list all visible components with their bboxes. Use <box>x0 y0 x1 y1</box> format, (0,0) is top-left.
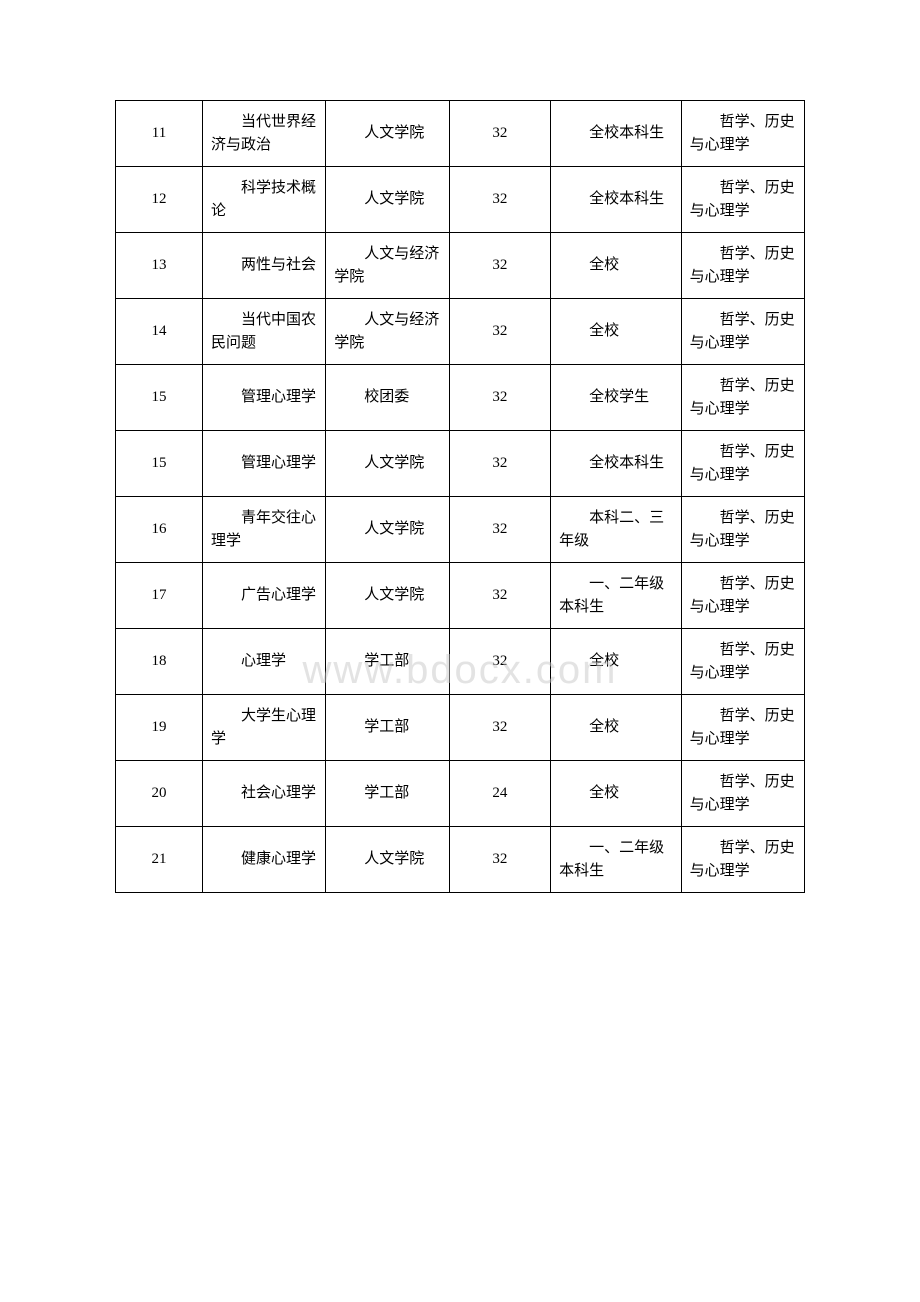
hours-cell: 32 <box>449 629 551 695</box>
target-cell: 全校 <box>551 761 682 827</box>
table-row: 13 两性与社会 人文与经济学院 32 全校 哲学、历史与心理学 <box>116 233 805 299</box>
row-number-cell: 21 <box>116 827 203 893</box>
target-cell: 一、二年级本科生 <box>551 827 682 893</box>
category-cell: 哲学、历史与心理学 <box>681 167 804 233</box>
table-row: 14 当代中国农民问题 人文与经济学院 32 全校 哲学、历史与心理学 <box>116 299 805 365</box>
row-number-cell: 15 <box>116 365 203 431</box>
course-name-cell: 两性与社会 <box>203 233 326 299</box>
course-name-cell: 大学生心理学 <box>203 695 326 761</box>
hours-cell: 32 <box>449 431 551 497</box>
hours-cell: 32 <box>449 827 551 893</box>
course-name-cell: 青年交往心理学 <box>203 497 326 563</box>
category-cell: 哲学、历史与心理学 <box>681 827 804 893</box>
department-cell: 人文学院 <box>326 497 449 563</box>
category-cell: 哲学、历史与心理学 <box>681 695 804 761</box>
department-cell: 学工部 <box>326 629 449 695</box>
course-name-cell: 当代世界经济与政治 <box>203 101 326 167</box>
course-name-cell: 管理心理学 <box>203 431 326 497</box>
target-cell: 一、二年级本科生 <box>551 563 682 629</box>
target-cell: 全校 <box>551 629 682 695</box>
department-cell: 人文与经济学院 <box>326 233 449 299</box>
table-row: 16 青年交往心理学 人文学院 32 本科二、三年级 哲学、历史与心理学 <box>116 497 805 563</box>
department-cell: 校团委 <box>326 365 449 431</box>
hours-cell: 32 <box>449 365 551 431</box>
category-cell: 哲学、历史与心理学 <box>681 761 804 827</box>
table-row: 15 管理心理学 校团委 32 全校学生 哲学、历史与心理学 <box>116 365 805 431</box>
hours-cell: 32 <box>449 497 551 563</box>
department-cell: 人文学院 <box>326 431 449 497</box>
hours-cell: 32 <box>449 233 551 299</box>
target-cell: 全校 <box>551 233 682 299</box>
table-row: 18 心理学 学工部 32 全校 哲学、历史与心理学 <box>116 629 805 695</box>
course-name-cell: 广告心理学 <box>203 563 326 629</box>
table-row: 15 管理心理学 人文学院 32 全校本科生 哲学、历史与心理学 <box>116 431 805 497</box>
category-cell: 哲学、历史与心理学 <box>681 563 804 629</box>
category-cell: 哲学、历史与心理学 <box>681 233 804 299</box>
target-cell: 全校 <box>551 695 682 761</box>
row-number-cell: 20 <box>116 761 203 827</box>
target-cell: 本科二、三年级 <box>551 497 682 563</box>
table-row: 12 科学技术概论 人文学院 32 全校本科生 哲学、历史与心理学 <box>116 167 805 233</box>
table-row: 17 广告心理学 人文学院 32 一、二年级本科生 哲学、历史与心理学 <box>116 563 805 629</box>
category-cell: 哲学、历史与心理学 <box>681 101 804 167</box>
department-cell: 人文学院 <box>326 167 449 233</box>
target-cell: 全校本科生 <box>551 101 682 167</box>
target-cell: 全校学生 <box>551 365 682 431</box>
row-number-cell: 18 <box>116 629 203 695</box>
department-cell: 人文学院 <box>326 563 449 629</box>
hours-cell: 32 <box>449 299 551 365</box>
course-name-cell: 心理学 <box>203 629 326 695</box>
row-number-cell: 12 <box>116 167 203 233</box>
row-number-cell: 19 <box>116 695 203 761</box>
row-number-cell: 14 <box>116 299 203 365</box>
course-name-cell: 健康心理学 <box>203 827 326 893</box>
course-name-cell: 科学技术概论 <box>203 167 326 233</box>
category-cell: 哲学、历史与心理学 <box>681 431 804 497</box>
table-row: 11 当代世界经济与政治 人文学院 32 全校本科生 哲学、历史与心理学 <box>116 101 805 167</box>
hours-cell: 32 <box>449 101 551 167</box>
hours-cell: 32 <box>449 167 551 233</box>
course-name-cell: 当代中国农民问题 <box>203 299 326 365</box>
department-cell: 人文与经济学院 <box>326 299 449 365</box>
row-number-cell: 17 <box>116 563 203 629</box>
table-row: 20 社会心理学 学工部 24 全校 哲学、历史与心理学 <box>116 761 805 827</box>
category-cell: 哲学、历史与心理学 <box>681 629 804 695</box>
course-table: 11 当代世界经济与政治 人文学院 32 全校本科生 哲学、历史与心理学 12 … <box>115 100 805 893</box>
hours-cell: 24 <box>449 761 551 827</box>
department-cell: 学工部 <box>326 761 449 827</box>
row-number-cell: 11 <box>116 101 203 167</box>
category-cell: 哲学、历史与心理学 <box>681 497 804 563</box>
course-name-cell: 管理心理学 <box>203 365 326 431</box>
hours-cell: 32 <box>449 563 551 629</box>
hours-cell: 32 <box>449 695 551 761</box>
department-cell: 学工部 <box>326 695 449 761</box>
category-cell: 哲学、历史与心理学 <box>681 299 804 365</box>
course-name-cell: 社会心理学 <box>203 761 326 827</box>
row-number-cell: 16 <box>116 497 203 563</box>
department-cell: 人文学院 <box>326 101 449 167</box>
table-row: 19 大学生心理学 学工部 32 全校 哲学、历史与心理学 <box>116 695 805 761</box>
row-number-cell: 15 <box>116 431 203 497</box>
row-number-cell: 13 <box>116 233 203 299</box>
target-cell: 全校 <box>551 299 682 365</box>
target-cell: 全校本科生 <box>551 431 682 497</box>
category-cell: 哲学、历史与心理学 <box>681 365 804 431</box>
table-body: 11 当代世界经济与政治 人文学院 32 全校本科生 哲学、历史与心理学 12 … <box>116 101 805 893</box>
department-cell: 人文学院 <box>326 827 449 893</box>
target-cell: 全校本科生 <box>551 167 682 233</box>
table-row: 21 健康心理学 人文学院 32 一、二年级本科生 哲学、历史与心理学 <box>116 827 805 893</box>
